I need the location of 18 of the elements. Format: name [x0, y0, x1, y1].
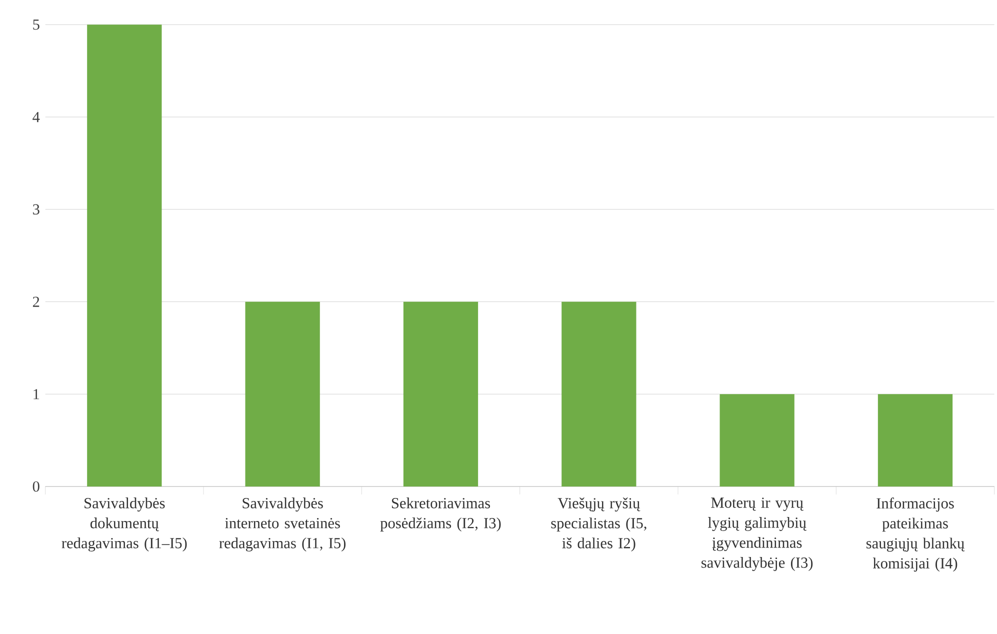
- bar: [720, 394, 794, 486]
- bar: [245, 302, 320, 486]
- y-tick-label: 2: [32, 296, 40, 307]
- x-tick-label: Informacijos pateikimas saugiųjų blankų komisijai (I4): [866, 497, 965, 572]
- x-tick-label: Savivaldybės interneto svetainės redagavimas (I1, I5): [219, 497, 346, 552]
- y-tick-label: 0: [32, 481, 40, 492]
- x-tick-label: Sekretoriavimas posėdžiams (I2, I3): [380, 497, 501, 532]
- y-tick-label: 3: [33, 204, 40, 214]
- y-tick-label: 1: [34, 388, 40, 399]
- y-tick-label: 4: [32, 112, 40, 122]
- y-tick-label: 5: [33, 19, 40, 30]
- x-tick-label: Moterų ir vyrų lygių galimybių įgyvendinimas savivaldybėje (I3): [702, 497, 813, 571]
- bar: [87, 24, 162, 486]
- x-tick-label: Savivaldybės dokumentų redagavimas (I1–I5): [62, 497, 187, 552]
- x-tick-label: Viešųjų ryšių specialistas (I5, iš dalies I2): [551, 497, 646, 552]
- bar: [562, 302, 636, 486]
- bar: [878, 394, 953, 486]
- bar: [403, 302, 478, 486]
